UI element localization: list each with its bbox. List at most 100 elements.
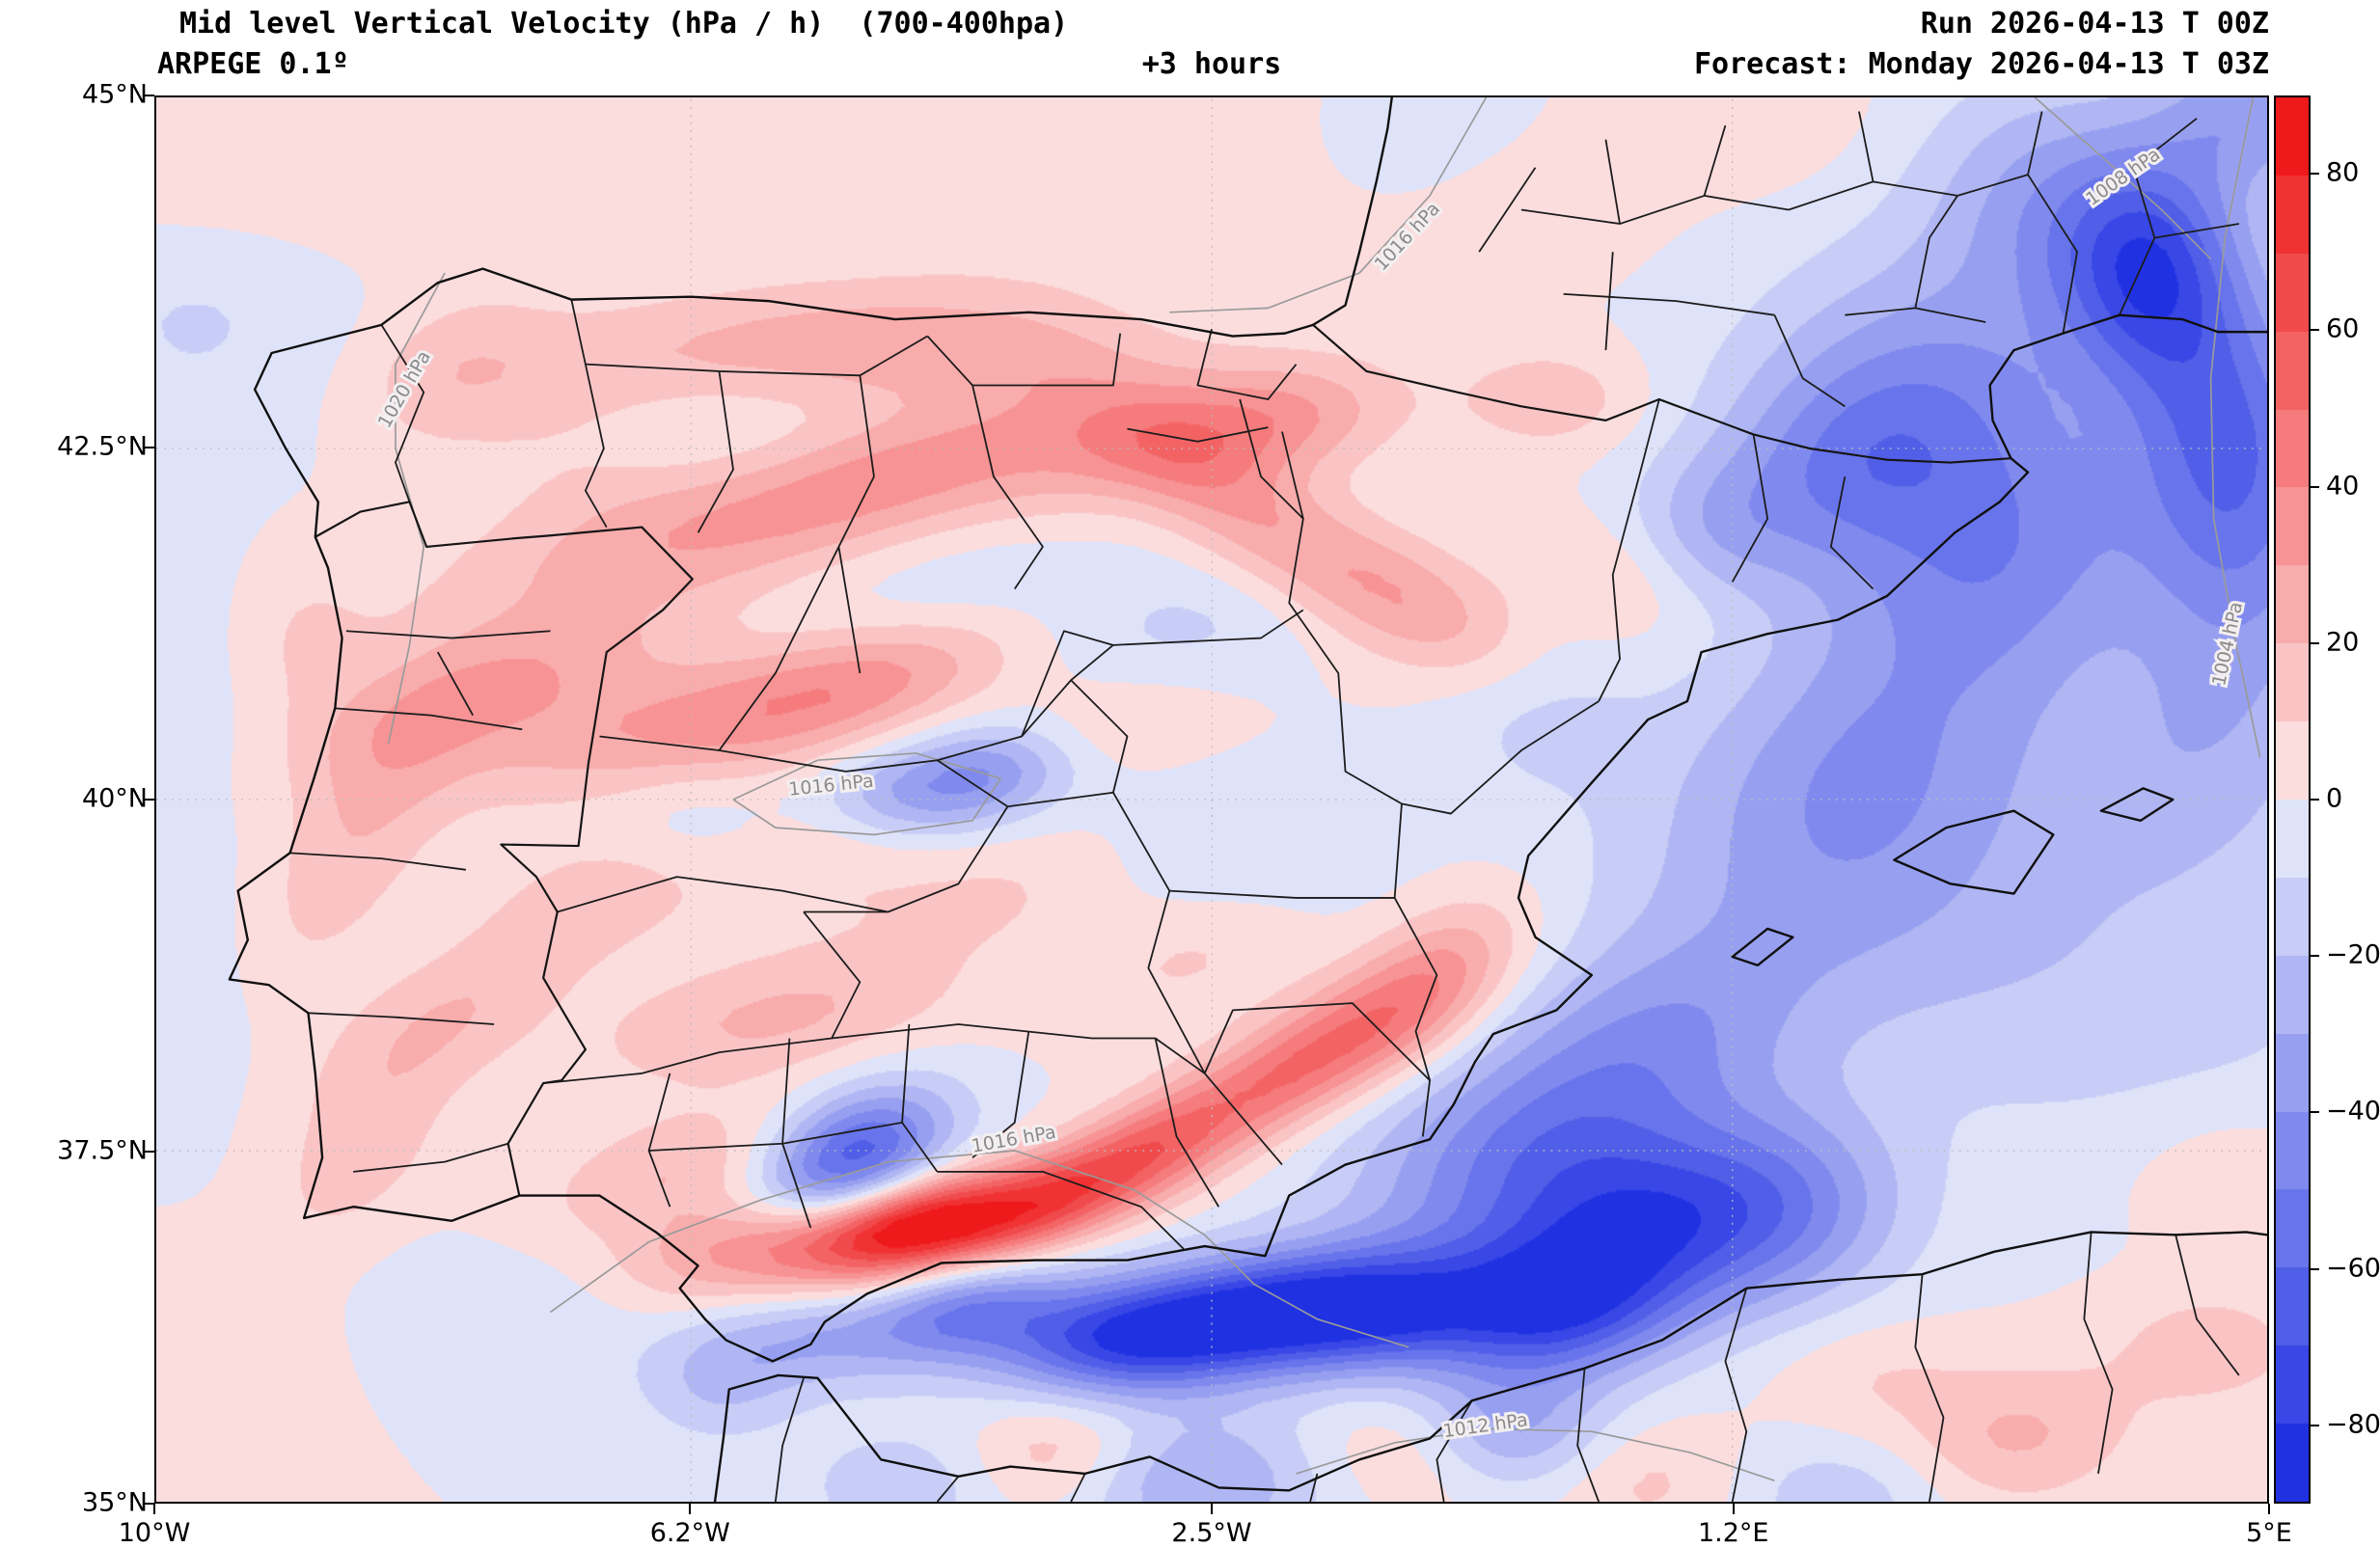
x-tick-mark (689, 1504, 692, 1514)
colorbar-tick-mark (2311, 955, 2319, 958)
isobar-label: 1016 hPa (970, 1122, 1057, 1157)
colorbar-segment (2276, 1345, 2309, 1425)
province-border-path (936, 1476, 960, 1502)
colorbar-segment (2276, 955, 2309, 1034)
province-border-path (2132, 118, 2198, 169)
province-border-path (599, 644, 1114, 773)
colorbar-segment (2276, 331, 2309, 410)
colorbar-segment (2276, 1267, 2309, 1346)
province-border-path (1203, 1002, 1431, 1166)
province-border-path (1154, 1038, 1220, 1208)
colorbar-tick-mark (2311, 1424, 2319, 1426)
province-border-path (289, 852, 467, 871)
run-label: Run 2026-04-13 T 00Z (1920, 7, 2269, 41)
province-border-path (2154, 223, 2240, 239)
isobar-path (1296, 1427, 1775, 1481)
country-border-path (315, 501, 694, 1196)
province-border-path (1112, 792, 1206, 1074)
province-border-path (718, 546, 840, 751)
province-border-path (585, 335, 928, 377)
province-border-path (380, 324, 425, 502)
province-border-path (1520, 195, 1790, 225)
x-tick-label: 1.2°E (1697, 1518, 1769, 1548)
country-border-path (1312, 324, 2011, 464)
province-border-path (2175, 1235, 2240, 1376)
colorbar-tick-label: 60 (2326, 313, 2360, 344)
province-border-path (1914, 1274, 1945, 1502)
x-tick-label: 6.2°W (649, 1518, 730, 1548)
province-border-path (1914, 195, 1958, 309)
x-tick-mark (1211, 1504, 1213, 1514)
y-tick-mark (144, 447, 154, 448)
province-border-path (648, 1121, 903, 1152)
isobar-label: 1004 hPa (2208, 600, 2247, 688)
province-border-path (1070, 1473, 1086, 1502)
isobar-path (732, 752, 1002, 836)
colorbar-tick-mark (2311, 329, 2319, 332)
colorbar-tick-mark (2311, 799, 2319, 801)
isobar-label: 1016 hPa (787, 771, 874, 801)
coastline-path (1988, 313, 2267, 460)
colorbar-segment (2276, 175, 2309, 254)
province-border-path (1169, 889, 1395, 899)
coastline-path (1311, 97, 1393, 327)
map-borders-overlay: 1016 hPa 1020 hPa 1016 hPa 1016 hPa 1004 hPa… (156, 97, 2267, 1502)
colorbar-tick-mark (2311, 173, 2319, 176)
y-tick-mark (144, 1151, 154, 1153)
province-border-path (570, 299, 608, 529)
province-border-path (1829, 475, 1874, 590)
isobar-path (549, 1150, 1409, 1348)
isobar-label: 1016 hPa (1371, 199, 1444, 276)
colorbar-tick-label: 80 (2326, 157, 2360, 188)
province-border-path (1021, 630, 1114, 737)
coastline-path (713, 1231, 2267, 1502)
province-border-path (1788, 174, 2029, 211)
forecast-step-label: +3 hours (1141, 47, 1282, 81)
coastline-path (1893, 809, 2055, 895)
isobar-path (387, 272, 446, 744)
province-border-path (1196, 329, 1298, 400)
province-border-path (1478, 167, 1537, 253)
province-border-path (1604, 252, 1614, 351)
y-tick-mark (144, 95, 154, 96)
province-border-path (335, 707, 523, 731)
province-border-path (543, 1023, 1206, 1084)
colorbar-tick-label: 20 (2326, 627, 2360, 658)
isobar-path (2034, 97, 2212, 260)
colorbar-segment (2276, 1111, 2309, 1190)
province-border-path (2027, 174, 2078, 334)
province-border-path (1401, 700, 1600, 815)
province-border-path (1436, 1399, 1473, 1502)
province-border-path (1845, 307, 1986, 323)
coastline-path (2099, 787, 2175, 823)
colorbar-segment (2276, 487, 2309, 566)
province-border-path (971, 385, 1044, 590)
colorbar-segment (2276, 721, 2309, 801)
province-border-path (1731, 434, 1769, 583)
colorbar-segment (2276, 877, 2309, 956)
province-border-path (1393, 803, 1438, 1137)
province-border-path (937, 1170, 1185, 1250)
province-border-path (353, 1142, 508, 1173)
y-tick-mark (144, 799, 154, 801)
province-border-path (901, 1023, 939, 1173)
province-border-path (2083, 1232, 2114, 1475)
colorbar-segment (2276, 1189, 2309, 1268)
colorbar-tick-mark (2311, 1111, 2319, 1114)
y-tick-label: 40°N (81, 783, 148, 814)
province-border-path (647, 1073, 671, 1208)
province-border-path (781, 1038, 812, 1229)
province-border-path (1703, 124, 1727, 197)
y-tick-label: 35°N (81, 1487, 148, 1518)
y-tick-label: 37.5°N (57, 1135, 148, 1166)
province-border-path (1576, 1368, 1600, 1502)
colorbar (2274, 95, 2311, 1504)
x-tick-label: 2.5°W (1171, 1518, 1252, 1548)
province-border-path (1604, 139, 1621, 225)
province-border-path (557, 876, 889, 913)
colorbar-tick-mark (2311, 1267, 2319, 1270)
province-border-path (308, 1012, 495, 1025)
province-border-path (926, 333, 1122, 387)
x-tick-label: 10°W (118, 1518, 191, 1548)
